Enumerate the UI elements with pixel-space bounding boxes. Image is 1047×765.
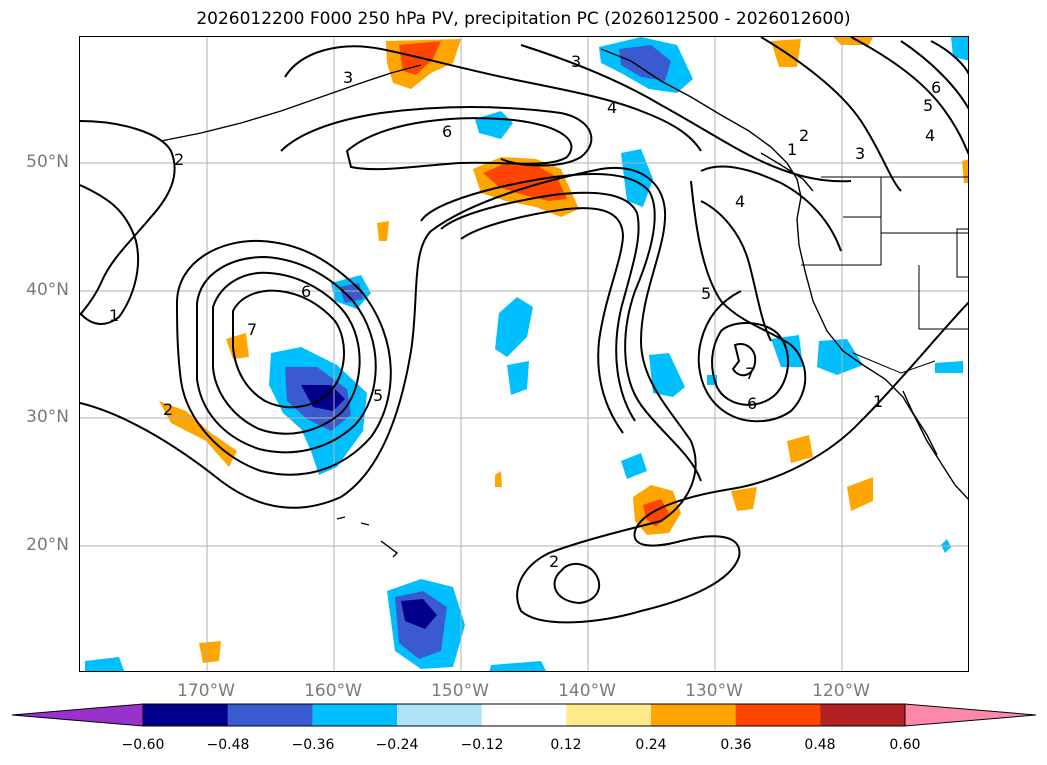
colorbar-segment [481,704,567,726]
pv-label-1-bc: 1 [787,140,797,159]
pv-label-2-bc: 2 [799,126,809,145]
colorbar-outline [142,703,906,727]
lat-label-40n: 40°N [26,280,69,300]
colorbar-segment [143,704,229,726]
lon-label-160w: 160°W [304,681,362,701]
pv-label-4-ne: 4 [925,126,935,145]
pv-label-6-ne: 6 [931,78,941,97]
pv-label-5-west: 5 [373,386,383,405]
lon-label-120w: 120°W [812,681,870,701]
colorbar-extend-min [12,703,144,727]
colorbar-segment [820,704,906,726]
colorbar-extend-max [904,703,1036,727]
pv-label-6-mid: 6 [301,282,311,301]
colorbar-tick-6: 0.12 [550,737,582,753]
colorbar-segment [566,704,652,726]
colorbar-tick-1: −0.60 [121,737,165,753]
pv-label-3-gulf: 3 [571,52,581,71]
colorbar-segment [312,704,398,726]
pv-label-3-wa: 3 [855,144,865,163]
pv-contours [80,37,968,624]
lat-label-30n: 30°N [26,407,69,427]
lon-label-130w: 130°W [685,681,743,701]
pv-label-2-west: 2 [174,150,184,169]
map-panel: 1 2 6 7 5 3 6 3 4 2 1 3 4 5 7 6 1 2 2 6 … [79,36,969,672]
colorbar [12,703,1036,727]
colorbar-segment [651,704,737,726]
pv-label-6-north: 6 [442,122,452,141]
colorbar-tick-8: 0.36 [720,737,752,753]
map-canvas: 1 2 6 7 5 3 6 3 4 2 1 3 4 5 7 6 1 2 2 6 … [80,37,968,671]
colorbar-tick-5: −0.12 [460,737,504,753]
pv-label-7-west: 7 [247,320,257,339]
plot-title: 2026012200 F000 250 hPa PV, precipitatio… [196,9,851,29]
pv-label-4-coast: 4 [735,192,745,211]
colorbar-segment [735,704,821,726]
colorbar-tick-2: −0.48 [206,737,250,753]
coastlines [160,48,968,558]
pv-label-1-baja: 1 [873,392,883,411]
pv-contour-labels: 1 2 6 7 5 3 6 3 4 2 1 3 4 5 7 6 1 2 2 6 … [109,52,941,571]
pv-label-2-hawaii: 2 [163,400,173,419]
colorbar-tick-9: 0.48 [804,737,836,753]
lon-label-170w: 170°W [177,681,235,701]
colorbar-tick-3: −0.36 [291,737,335,753]
pv-label-6-east: 6 [747,394,757,413]
pv-label-3-aleutian: 3 [343,68,353,87]
colorbar-tick-4: −0.24 [375,737,419,753]
lon-label-140w: 140°W [558,681,616,701]
pv-label-1-west: 1 [109,306,119,325]
pv-label-4-gulf: 4 [607,98,617,117]
precip-negative-shading [85,37,968,671]
pv-label-5-east: 5 [701,284,711,303]
colorbar-segment [397,704,483,726]
precip-positive-shading [159,37,968,663]
lon-label-150w: 150°W [431,681,489,701]
pv-label-2-south: 2 [549,552,559,571]
political-borders [801,176,968,374]
pv-label-7-east: 7 [745,364,755,383]
colorbar-segment [227,704,313,726]
lat-label-50n: 50°N [26,152,69,172]
lat-label-20n: 20°N [26,535,69,555]
pv-label-5-ne: 5 [923,96,933,115]
colorbar-tick-7: 0.24 [635,737,667,753]
colorbar-tick-10: 0.60 [889,737,921,753]
